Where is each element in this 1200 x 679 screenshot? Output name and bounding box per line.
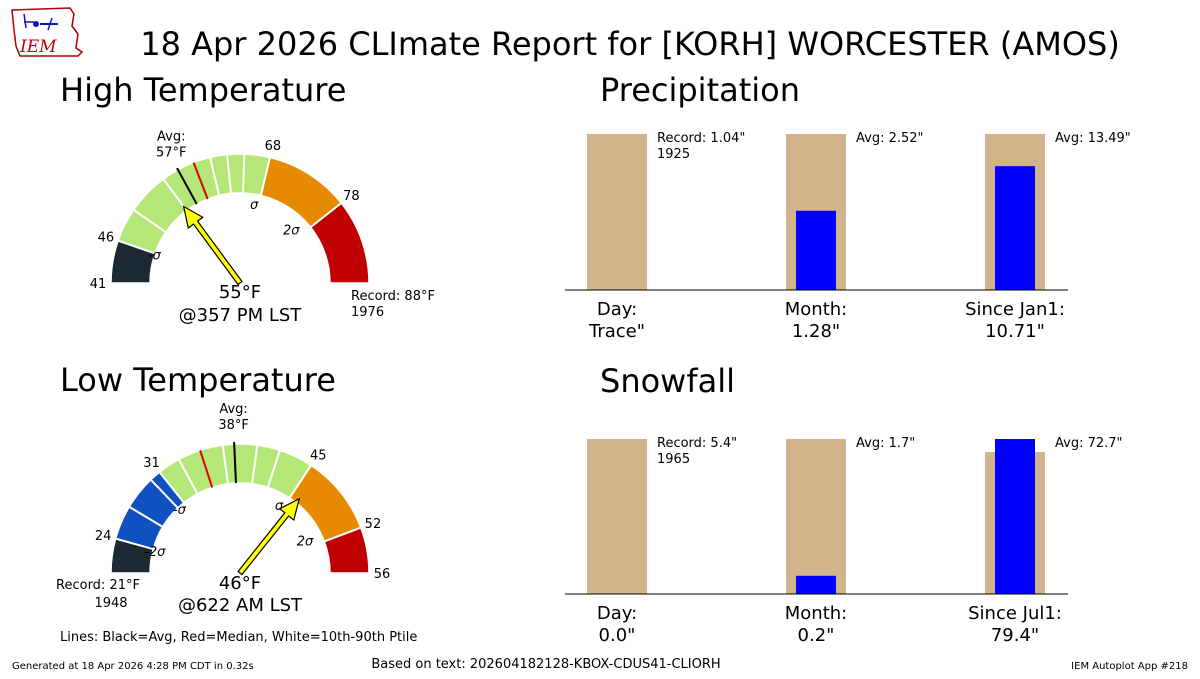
precip-category-label: Since Jan1: [965,299,1065,320]
precip-category-label: Month: [785,299,847,320]
high-record-year: 1976 [351,305,384,320]
high-percentile-line [133,209,167,233]
precip-bar-annotation: Record: 1.04" [657,131,745,146]
high-percentile-line [226,154,232,194]
autoplot-app-id: IEM Autoplot App #218 [1071,661,1188,672]
high-threshold-line [310,202,342,229]
low-threshold-line [115,537,154,551]
high-tick-label: 68 [265,139,282,154]
low-threshold-line [158,471,185,504]
low-tick-label: 31 [143,456,160,471]
precip-title: Precipitation [600,71,800,109]
snow-category-value: 79.4" [991,625,1039,646]
low-sigma-label: -σ [173,503,187,518]
low-percentile-line [251,445,259,484]
low-sigma-label: σ [275,499,284,514]
high-tick-label: 78 [343,189,360,204]
low-sigma-label: 2σ [297,535,314,550]
high-avg-line [176,167,198,205]
high-threshold-line [259,157,271,196]
high-tick-label: 46 [98,230,115,245]
snow-bar-background [587,439,647,594]
precip-bar-annotation: Avg: 13.49" [1055,131,1131,146]
low-median-line [199,450,214,488]
high-tick-label: 41 [90,277,107,292]
low-tick-label: 56 [374,567,391,582]
high-avg-value: 57°F [156,146,187,161]
iem-logo: IEM [11,7,84,57]
low-percentile-line [177,458,199,495]
snowfall-chart: Snowfall Record: 5.4"1965 Day:0.0" Avg: 1.… [565,362,1123,646]
snow-bar-annotation: Avg: 1.7" [856,436,915,451]
low-gauge-title: Low Temperature [60,361,336,399]
high-percentile-line [209,157,221,196]
precip-category-label: Day: [597,299,637,320]
high-time-label: @357 PM LST [179,305,303,326]
precip-category-value: 1.28" [792,321,840,342]
low-percentile-line [221,445,229,484]
precip-bar-annotation: Avg: 2.52" [856,131,924,146]
generated-timestamp: Generated at 18 Apr 2026 4:28 PM CDT in … [12,661,254,672]
low-threshold-line [288,464,312,499]
low-threshold-line [323,526,362,543]
high-gauge-segment [117,153,271,255]
high-avg-label: Avg: [157,130,185,145]
precip-category-value: 10.71" [985,321,1045,342]
low-record-label: Record: 21°F [56,578,140,593]
high-median-line [192,162,209,200]
high-gauge-segment [309,201,370,284]
low-percentile-line [150,479,179,509]
precipitation-chart: Precipitation Record: 1.04"1925 Day:Trace… [565,71,1131,342]
low-percentile-line [128,505,164,528]
high-sigma-label: σ [250,198,259,213]
precip-bar-value [796,210,836,290]
low-gauge-segment [323,526,370,574]
precip-bar-background [587,134,647,290]
snow-category-value: 0.0" [599,625,636,646]
low-tick-label: 45 [310,448,327,463]
snow-bar-value [796,575,836,594]
low-avg-value: 38°F [218,418,249,433]
lines-legend-note: Lines: Black=Avg, Red=Median, White=10th… [60,630,417,645]
low-tick-label: 52 [365,517,382,532]
page-title: 18 Apr 2026 CLImate Report for [KORH] WO… [140,25,1120,63]
precip-category-value: Trace" [588,321,645,342]
snow-bar-background [786,439,846,594]
high-value-label: 55°F [219,282,261,303]
high-needle [182,205,243,286]
logo-text: IEM [19,37,57,57]
high-percentile-line [162,178,188,212]
high-percentile-line [242,154,246,194]
snow-bar-value [995,439,1035,594]
snow-bar-annotation: Record: 5.4" [657,436,737,451]
high-threshold-line [117,239,156,255]
snow-bar-annotation: Avg: 72.7" [1055,436,1123,451]
snow-category-label: Day: [597,603,637,624]
snow-bar-annotation-year: 1965 [657,452,690,467]
snow-category-label: Month: [785,603,847,624]
high-sigma-label: 2σ [283,224,300,239]
snow-category-value: 0.2" [798,625,835,646]
low-needle [237,497,301,576]
snow-category-label: Since Jul1: [968,603,1062,624]
low-sigma-label: -2σ [144,545,166,560]
low-record-year: 1948 [94,596,127,611]
high-record-label: Record: 88°F [351,289,435,304]
low-avg-line [233,442,237,484]
low-percentile-line [266,450,281,488]
precip-bar-value [995,166,1035,290]
source-text-id: Based on text: 202604182128-KBOX-CDUS41-… [371,657,720,672]
high-gauge-title: High Temperature [60,71,346,109]
low-time-label: @622 AM LST [178,595,303,616]
low-tick-label: 24 [95,529,112,544]
precip-bar-annotation-year: 1925 [657,147,690,162]
high-temperature-gauge: High Temperature 41 46 68 78 -σ σ 2σ Avg: 57°F… [60,71,435,326]
low-avg-label: Avg: [219,402,247,417]
low-value-label: 46°F [219,573,261,594]
snow-title: Snowfall [600,362,735,400]
high-sigma-label: -σ [148,248,162,263]
